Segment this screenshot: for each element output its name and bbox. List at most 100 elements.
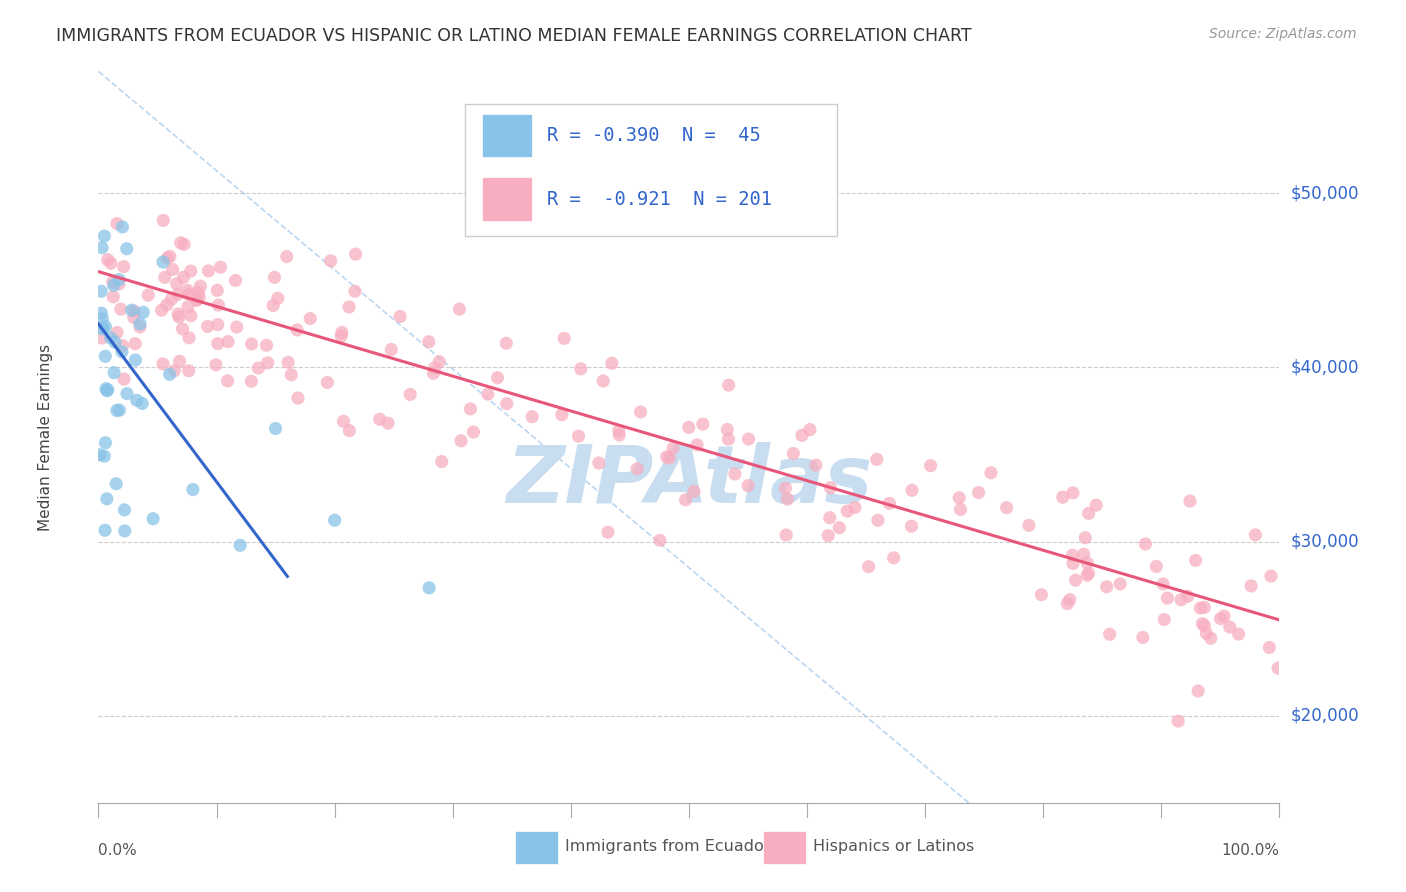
Point xyxy=(775,481,797,495)
Point xyxy=(142,512,165,526)
Point xyxy=(658,451,681,466)
Point xyxy=(799,423,821,437)
Point xyxy=(124,336,146,351)
Point xyxy=(197,319,219,334)
Point xyxy=(1031,588,1053,602)
Point xyxy=(136,288,159,302)
Point xyxy=(152,357,174,371)
Point xyxy=(93,449,115,463)
Point xyxy=(495,336,517,351)
Point xyxy=(186,293,208,307)
Text: $30,000: $30,000 xyxy=(1291,533,1360,550)
Point xyxy=(866,513,889,527)
Point xyxy=(343,285,366,299)
Text: Immigrants from Ecuador: Immigrants from Ecuador xyxy=(565,839,770,855)
Point xyxy=(1018,518,1040,533)
Point xyxy=(818,510,841,524)
Point xyxy=(91,331,114,345)
Point xyxy=(418,581,440,595)
Point xyxy=(91,322,114,336)
Point xyxy=(716,423,738,437)
Point xyxy=(124,304,146,318)
Point xyxy=(1194,618,1216,632)
Point xyxy=(285,323,308,337)
Point xyxy=(162,262,184,277)
Text: Hispanics or Latinos: Hispanics or Latinos xyxy=(813,839,974,855)
Point xyxy=(782,446,804,460)
Point xyxy=(105,217,128,231)
Point xyxy=(648,533,671,548)
Point xyxy=(207,298,229,312)
Point xyxy=(1189,601,1212,615)
Point xyxy=(177,300,200,314)
Text: $40,000: $40,000 xyxy=(1291,359,1360,376)
Point xyxy=(380,343,402,357)
Point xyxy=(112,372,135,386)
Point xyxy=(920,458,942,473)
Text: R = -0.390  N =  45: R = -0.390 N = 45 xyxy=(547,127,761,145)
Point xyxy=(316,376,339,390)
Point xyxy=(209,260,232,275)
Point xyxy=(323,513,346,527)
Point xyxy=(1177,589,1199,603)
Point xyxy=(995,500,1018,515)
Point xyxy=(776,491,799,506)
Point xyxy=(166,277,188,291)
Point xyxy=(177,287,200,301)
Text: 0.0%: 0.0% xyxy=(98,843,138,858)
Point xyxy=(172,270,194,285)
Point xyxy=(129,320,152,334)
Point xyxy=(152,255,174,269)
Point xyxy=(197,264,219,278)
Point xyxy=(169,354,191,368)
Point xyxy=(256,356,278,370)
Point xyxy=(229,538,252,552)
Point xyxy=(858,559,880,574)
Point xyxy=(567,429,589,443)
Point xyxy=(686,438,709,452)
Text: IMMIGRANTS FROM ECUADOR VS HISPANIC OR LATINO MEDIAN FEMALE EARNINGS CORRELATION: IMMIGRANTS FROM ECUADOR VS HISPANIC OR L… xyxy=(56,27,972,45)
Point xyxy=(1052,490,1074,504)
Point xyxy=(804,458,827,472)
Point xyxy=(600,356,623,370)
Point xyxy=(163,364,186,378)
Point xyxy=(522,409,544,424)
FancyBboxPatch shape xyxy=(464,104,837,235)
Point xyxy=(817,528,839,542)
Point xyxy=(337,300,360,314)
Point xyxy=(1076,556,1098,570)
Point xyxy=(477,387,499,401)
Point xyxy=(180,309,202,323)
Point xyxy=(267,291,290,305)
Point xyxy=(1062,486,1084,500)
Point xyxy=(89,448,111,462)
Point xyxy=(588,456,610,470)
Point xyxy=(205,358,228,372)
Text: Median Female Earnings: Median Female Earnings xyxy=(38,343,53,531)
Point xyxy=(129,317,152,331)
Point xyxy=(105,326,128,340)
Point xyxy=(172,322,194,336)
Point xyxy=(240,374,263,388)
Point xyxy=(1153,613,1175,627)
Point xyxy=(91,311,114,326)
Point xyxy=(105,403,128,417)
Point xyxy=(449,302,471,317)
Point xyxy=(186,293,208,307)
Point xyxy=(1062,557,1084,571)
Point xyxy=(389,310,412,324)
Point xyxy=(422,367,444,381)
Point xyxy=(108,403,131,417)
FancyBboxPatch shape xyxy=(516,830,558,864)
Point xyxy=(94,435,117,450)
Point xyxy=(1059,592,1081,607)
Point xyxy=(630,405,652,419)
Point xyxy=(90,285,112,299)
Point xyxy=(495,397,517,411)
Point xyxy=(399,387,422,401)
Point xyxy=(132,305,155,319)
Point xyxy=(901,483,924,498)
Point xyxy=(97,383,120,397)
Point xyxy=(167,310,190,324)
Point xyxy=(93,229,115,244)
